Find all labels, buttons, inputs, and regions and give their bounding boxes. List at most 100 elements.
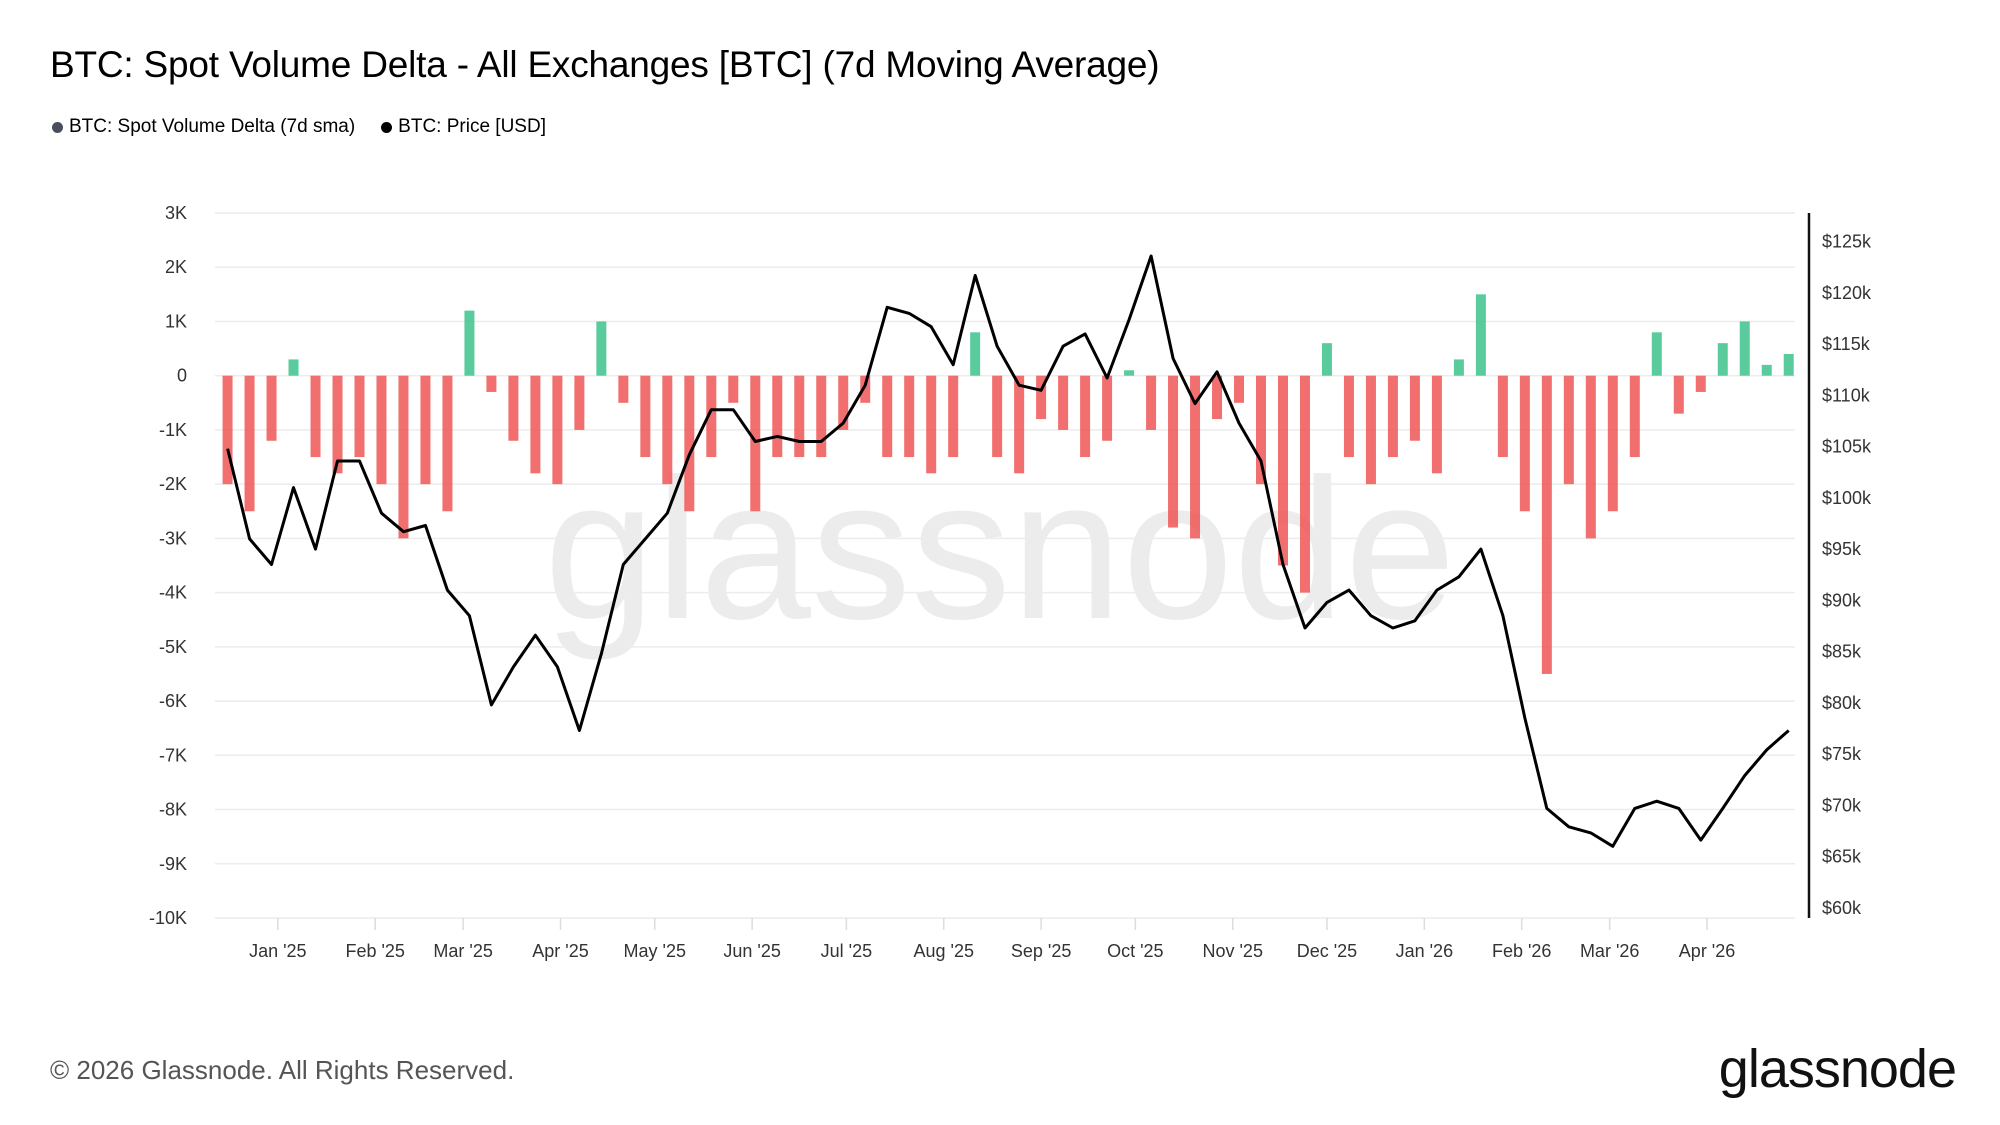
y-left-tick-label: -1K xyxy=(159,420,187,440)
volume-delta-bar xyxy=(486,375,497,392)
y-right-tick-label: $90k xyxy=(1822,590,1862,610)
volume-delta-bar xyxy=(706,375,717,458)
legend-label: BTC: Spot Volume Delta (7d sma) xyxy=(69,116,356,137)
y-right-tick-label: $120k xyxy=(1822,283,1872,303)
volume-delta-bar xyxy=(266,375,277,441)
copyright: © 2026 Glassnode. All Rights Reserved. xyxy=(50,1055,515,1085)
volume-delta-bar xyxy=(1695,375,1706,392)
y-left-tick-label: -5K xyxy=(159,637,187,657)
y-left-tick-label: -9K xyxy=(159,854,187,874)
volume-delta-bar xyxy=(398,375,409,539)
y-left-tick-label: 3K xyxy=(165,203,187,223)
volume-delta-bar xyxy=(1739,321,1750,376)
y-left-tick-label: 2K xyxy=(165,257,187,277)
volume-delta-bar xyxy=(1014,375,1025,474)
volume-delta-bar xyxy=(926,375,937,474)
x-tick-label: Oct '25 xyxy=(1107,941,1163,961)
x-tick-label: Aug '25 xyxy=(913,941,974,961)
volume-delta-bar xyxy=(574,375,585,430)
volume-delta-bar xyxy=(332,375,343,474)
y-right-tick-label: $115k xyxy=(1822,334,1871,354)
volume-delta-bar xyxy=(442,375,453,512)
y-right-tick-label: $85k xyxy=(1822,642,1862,662)
volume-delta-bar xyxy=(1563,375,1574,485)
y-left-tick-label: -10K xyxy=(149,908,187,928)
volume-delta-bar xyxy=(640,375,651,458)
x-tick-label: Apr '25 xyxy=(532,941,588,961)
glassnode-logo: glassnode xyxy=(1718,1039,1957,1099)
volume-delta-bar xyxy=(1190,375,1201,539)
x-tick-label: Jun '25 xyxy=(723,941,780,961)
y-left-tick-label: -2K xyxy=(159,474,187,494)
x-tick-label: Mar '26 xyxy=(1580,941,1639,961)
y-left-tick-label: -6K xyxy=(159,691,187,711)
volume-delta-bar xyxy=(772,375,783,458)
x-tick-label: Sep '25 xyxy=(1011,941,1072,961)
x-tick-label: Nov '25 xyxy=(1202,941,1262,961)
x-tick-label: Feb '26 xyxy=(1492,941,1551,961)
legend-item-price[interactable]: BTC: Price [USD] xyxy=(381,116,546,138)
volume-delta-bar xyxy=(1673,375,1684,414)
y-right-tick-label: $65k xyxy=(1822,847,1862,867)
volume-delta-bar xyxy=(1431,375,1442,474)
y-right-tick-label: $105k xyxy=(1822,437,1872,457)
volume-delta-bar xyxy=(552,375,563,485)
volume-delta-bar xyxy=(1277,375,1288,566)
volume-delta-bar xyxy=(376,375,387,485)
x-tick-label: May '25 xyxy=(624,941,686,961)
x-tick-label: Dec '25 xyxy=(1297,941,1357,961)
volume-delta-bar xyxy=(1629,375,1640,458)
price-line xyxy=(226,254,1790,848)
volume-delta-bar xyxy=(530,375,541,474)
volume-delta-bar xyxy=(618,375,629,403)
volume-delta-bar xyxy=(1343,375,1354,458)
y-right-tick-label: $95k xyxy=(1822,539,1862,559)
volume-delta-bar xyxy=(1299,375,1310,593)
volume-delta-bar xyxy=(222,375,233,485)
volume-delta-bar xyxy=(684,375,695,512)
x-tick-label: Jan '25 xyxy=(249,941,306,961)
volume-delta-bar xyxy=(420,375,431,485)
volume-delta-bar xyxy=(1321,343,1332,376)
volume-delta-bar xyxy=(1409,375,1420,441)
volume-delta-bar xyxy=(1256,375,1267,485)
volume-delta-bar xyxy=(1234,375,1245,403)
volume-delta-bar xyxy=(728,375,739,403)
volume-delta-bar xyxy=(244,375,255,512)
volume-delta-bar xyxy=(860,375,871,403)
watermark: glassnode xyxy=(544,438,1456,661)
volume-delta-bar xyxy=(1387,375,1398,458)
volume-delta-bar xyxy=(1124,370,1135,376)
volume-delta-bar xyxy=(596,321,607,376)
y-right-tick-label: $100k xyxy=(1822,488,1872,508)
y-right-tick-label: $125k xyxy=(1822,232,1872,252)
volume-delta-bar xyxy=(1519,375,1530,512)
volume-delta-bar xyxy=(816,375,827,458)
y-left-tick-label: -8K xyxy=(159,800,187,820)
legend-item-volume-delta[interactable]: BTC: Spot Volume Delta (7d sma) xyxy=(52,116,355,138)
volume-delta-bar xyxy=(904,375,915,458)
x-tick-label: Apr '26 xyxy=(1679,941,1735,961)
volume-delta-bar xyxy=(354,375,365,458)
y-left-tick-label: 1K xyxy=(165,311,187,331)
x-tick-label: Feb '25 xyxy=(345,941,404,961)
chart-title: BTC: Spot Volume Delta - All Exchanges [… xyxy=(50,44,1160,85)
volume-delta-bar xyxy=(1080,375,1091,458)
volume-delta-bar xyxy=(1497,375,1508,458)
volume-delta-bar xyxy=(1058,375,1069,430)
volume-delta-bar xyxy=(1607,375,1618,512)
y-left-tick-label: -3K xyxy=(159,528,187,548)
volume-delta-bar xyxy=(1475,294,1486,376)
legend-dot-icon xyxy=(52,121,63,133)
volume-delta-bar xyxy=(464,310,475,376)
volume-delta-bar xyxy=(794,375,805,458)
volume-delta-bar xyxy=(838,375,849,430)
volume-delta-bar xyxy=(1453,359,1464,376)
legend-label: BTC: Price [USD] xyxy=(398,116,546,137)
volume-delta-bar xyxy=(1365,375,1376,485)
volume-delta-bar xyxy=(1146,375,1157,430)
y-left-tick-label: -7K xyxy=(159,745,187,765)
volume-delta-bar xyxy=(1717,343,1728,376)
y-right-tick-label: $75k xyxy=(1822,744,1862,764)
